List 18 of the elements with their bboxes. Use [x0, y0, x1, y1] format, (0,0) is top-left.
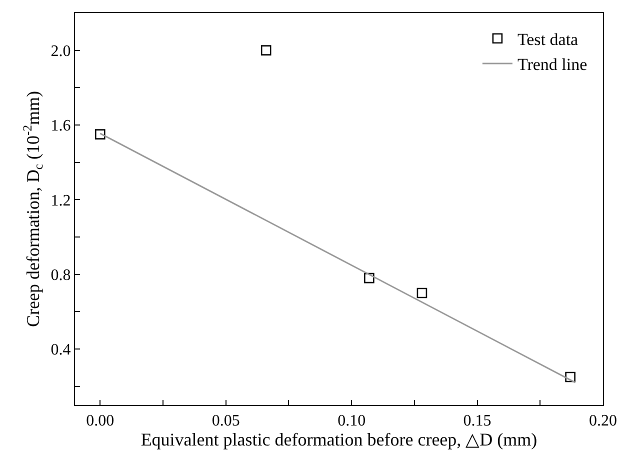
point: [416, 288, 428, 298]
x-tick-label: 0.15: [463, 412, 492, 430]
y-tick-label: 0.4: [50, 342, 71, 359]
x-tick-label: 0.05: [212, 412, 240, 430]
x-tick-label: 0.10: [338, 412, 366, 430]
x-tick-label: 0.00: [86, 412, 114, 430]
point: [565, 372, 576, 382]
y-tick-label: 1.6: [50, 118, 71, 135]
y-tick-label: 1.2: [50, 192, 71, 210]
point: [260, 45, 272, 56]
point: [94, 129, 106, 140]
point: [364, 272, 374, 284]
y-tick-label: 2.0: [50, 42, 71, 60]
y-tick-label: 0.8: [50, 266, 71, 284]
x-tick-label: 0.20: [589, 412, 617, 430]
legend-label: Test data: [517, 30, 579, 50]
x-axis-title: Equivalent plastic deformation before creep, △D (mm): [140, 429, 538, 450]
legend-label: Trend line: [517, 55, 588, 74]
